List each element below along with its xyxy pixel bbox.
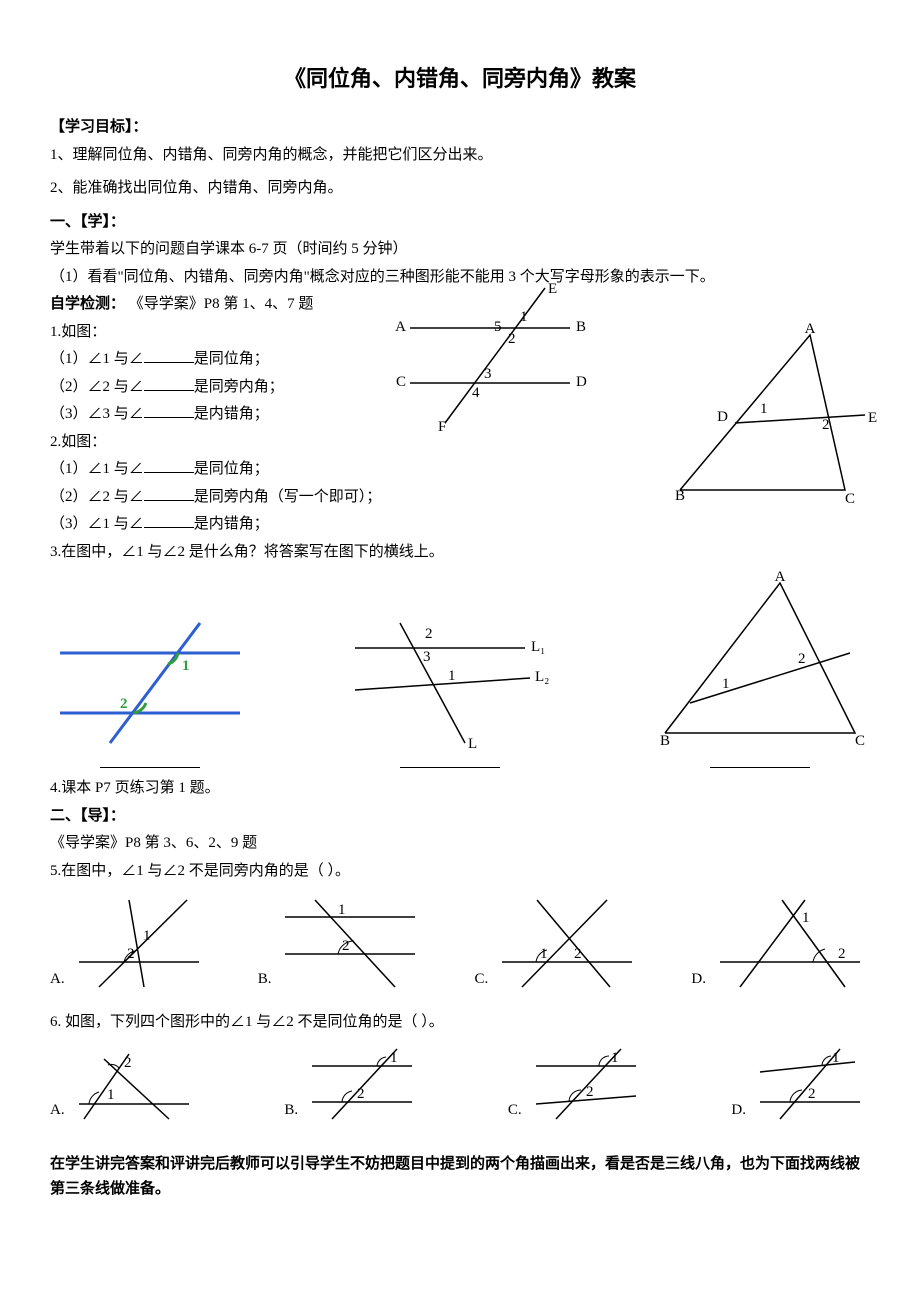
q3-fig-a: 1 2 [50,618,250,748]
svg-text:2: 2 [124,1055,132,1071]
svg-text:2: 2 [798,651,806,667]
answer-blank[interactable] [100,752,200,768]
option-b-label: B. [284,1098,298,1124]
svg-text:2: 2 [586,1084,594,1100]
svg-text:L₁: L₁ [531,639,545,655]
svg-text:1: 1 [760,401,768,417]
svg-text:3: 3 [423,649,431,665]
svg-text:1: 1 [143,928,151,944]
svg-text:A: A [395,319,406,335]
blank[interactable] [144,512,194,528]
page-title: 《同位角、内错角、同旁内角》教案 [50,60,870,97]
svg-text:1: 1 [338,902,346,918]
svg-text:A: A [805,321,816,337]
q6-fig-b: 1 2 [302,1044,422,1124]
q6: 6. 如图，下列四个图形中的∠1 与∠2 不是同位角的是（ ）。 [50,1010,870,1036]
goals-heading: 【学习目标】： [50,115,870,141]
svg-text:2: 2 [342,938,350,954]
q6-fig-a: 2 1 [69,1049,199,1124]
svg-text:C: C [855,733,865,749]
q3-figures: 1 2 L₁ L₂ L 2 3 1 A B C 1 2 [50,573,870,768]
svg-text:1: 1 [107,1087,115,1103]
q5-fig-a: 1 2 [69,892,209,992]
svg-text:3: 3 [484,366,492,382]
blank[interactable] [144,375,194,391]
answer-blank[interactable] [710,752,810,768]
svg-text:B: B [660,733,670,749]
svg-text:4: 4 [472,385,480,401]
option-b-label: B. [258,967,272,993]
svg-text:L₂: L₂ [535,669,549,685]
figure-2-svg: A B C D E 1 2 [670,325,870,505]
option-d-label: D. [691,967,706,993]
svg-text:1: 1 [520,309,528,325]
svg-text:L: L [468,736,477,752]
svg-text:1: 1 [722,676,730,692]
goal-1: 1、理解同位角、内错角、同旁内角的概念，并能把它们区分出来。 [50,143,870,169]
svg-text:C: C [396,374,406,390]
selfcheck-label: 自学检测： [50,296,125,312]
goal-2: 2、能准确找出同位角、内错角、同旁内角。 [50,176,870,202]
q5-fig-c: 1 2 [492,892,642,992]
footer-note: 在学生讲完答案和评讲完后教师可以引导学生不妨把题目中提到的两个角描画出来，看是否… [50,1152,870,1203]
svg-text:1: 1 [611,1050,619,1066]
option-d-label: D. [731,1098,746,1124]
q4: 4.课本 P7 页练习第 1 题。 [50,776,870,802]
svg-text:E: E [548,281,557,297]
option-a-label: A. [50,967,65,993]
figure-1-svg: A B C D E F 1 5 2 3 4 [390,283,600,433]
svg-text:2: 2 [357,1086,365,1102]
svg-text:5: 5 [494,319,502,335]
svg-text:D: D [717,409,728,425]
figure-1: A B C D E F 1 5 2 3 4 [390,283,600,443]
svg-text:1: 1 [448,668,456,684]
svg-text:2: 2 [574,946,582,962]
section-2-heading: 二、【导】： [50,804,870,830]
svg-text:1: 1 [540,946,548,962]
section-2-line-1: 《导学案》P8 第 3、6、2、9 题 [50,831,870,857]
svg-text:A: A [775,569,786,585]
option-a-label: A. [50,1098,65,1124]
option-c-label: C. [508,1098,522,1124]
svg-text:1: 1 [832,1050,840,1066]
svg-text:2: 2 [120,696,128,712]
q3-fig-c: A B C 1 2 [650,573,870,748]
svg-text:1: 1 [390,1050,398,1066]
option-c-label: C. [475,967,489,993]
svg-text:2: 2 [822,417,830,433]
answer-blank[interactable] [400,752,500,768]
q5-options: A. 1 2 B. 1 2 C. 1 2 [50,892,870,992]
q5-fig-b: 1 2 [275,892,425,992]
selfcheck-rest: 《导学案》P8 第 1、4、7 题 [129,296,314,312]
svg-text:2: 2 [838,946,846,962]
svg-text:2: 2 [508,331,516,347]
figure-2: A B C D E 1 2 [670,325,870,515]
svg-text:B: B [576,319,586,335]
blank[interactable] [144,485,194,501]
q3-fig-b: L₁ L₂ L 2 3 1 [345,608,555,748]
q2-c: （3）∠1 与∠是内错角； [50,512,870,538]
svg-text:1: 1 [182,658,190,674]
svg-text:C: C [845,491,855,507]
q3: 3.在图中，∠1 与∠2 是什么角？将答案写在图下的横线上。 [50,540,870,566]
q6-fig-d: 1 2 [750,1044,870,1124]
svg-text:1: 1 [802,910,810,926]
svg-text:B: B [675,488,685,504]
blank[interactable] [144,457,194,473]
section-1-line-1: 学生带着以下的问题自学课本 6-7 页（时间约 5 分钟） [50,237,870,263]
section-1-heading: 一、【学】： [50,210,870,236]
blank[interactable] [144,402,194,418]
q5-fig-d: 1 2 [710,892,870,992]
q5: 5.在图中，∠1 与∠2 不是同旁内角的是（ ）。 [50,859,870,885]
blank[interactable] [144,347,194,363]
svg-text:F: F [438,419,446,435]
svg-text:2: 2 [425,626,433,642]
q6-fig-c: 1 2 [526,1044,646,1124]
svg-text:D: D [576,374,587,390]
svg-text:E: E [868,410,877,426]
q6-options: A. 2 1 B. 1 2 C. 1 2 [50,1044,870,1124]
svg-text:2: 2 [808,1086,816,1102]
